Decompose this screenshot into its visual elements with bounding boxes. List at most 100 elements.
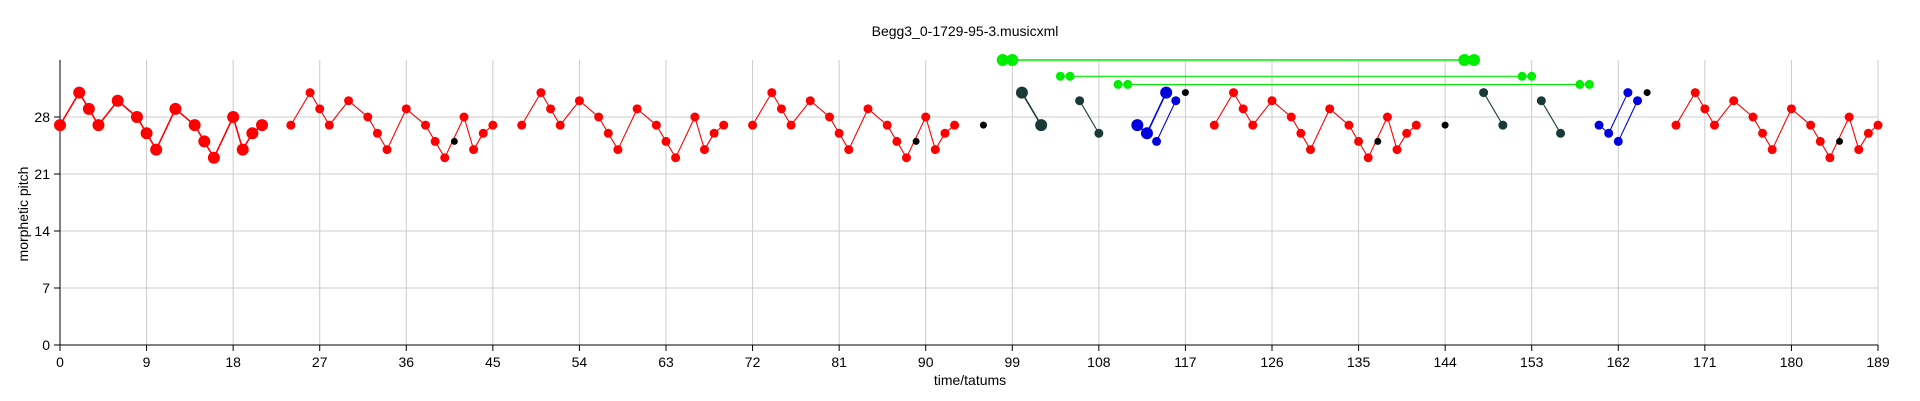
data-point (1633, 96, 1643, 106)
data-point (651, 120, 661, 130)
data-point (1238, 104, 1248, 114)
data-point (1604, 128, 1614, 138)
data-point (401, 104, 411, 114)
data-point (1248, 120, 1258, 130)
data-point (921, 112, 931, 122)
x-tick-label: 63 (658, 354, 674, 370)
data-point (1863, 128, 1873, 138)
data-point (478, 128, 488, 138)
data-point (671, 153, 681, 163)
data-point (1806, 120, 1816, 130)
data-point (767, 88, 777, 98)
y-tick-label: 14 (34, 223, 50, 239)
y-tick-label: 7 (42, 280, 50, 296)
data-point (1374, 137, 1382, 145)
x-tick-label: 117 (1174, 354, 1197, 370)
x-tick: 144 (1433, 345, 1457, 370)
marks (54, 54, 1883, 164)
data-point (1296, 128, 1306, 138)
x-tick-label: 162 (1607, 354, 1631, 370)
data-point (699, 145, 709, 155)
data-point (1458, 54, 1471, 66)
y-tick: 21 (34, 166, 60, 182)
axes: 0 9 18 27 36 45 54 63 72 81 90 99 108 117 126 135 144 153… (34, 60, 1890, 370)
data-point (1613, 136, 1623, 146)
data-point (92, 119, 105, 132)
x-tick-label: 9 (143, 354, 151, 370)
data-point (536, 88, 546, 98)
data-point (882, 120, 892, 130)
data-point (546, 104, 556, 114)
data-point (1479, 88, 1489, 98)
x-tick-label: 45 (485, 354, 501, 370)
data-point (207, 151, 220, 164)
data-point (996, 54, 1009, 66)
x-tick: 162 (1607, 345, 1631, 370)
data-point (372, 128, 382, 138)
y-tick: 0 (42, 337, 60, 353)
x-tick: 0 (56, 345, 64, 370)
x-tick: 153 (1520, 345, 1544, 370)
y-tick-label: 21 (34, 166, 50, 182)
data-point (1594, 120, 1604, 130)
data-point (1758, 128, 1768, 138)
data-point (1209, 120, 1219, 130)
data-point (863, 104, 873, 114)
data-point (1729, 96, 1739, 106)
x-tick: 126 (1260, 345, 1284, 370)
data-point (555, 120, 565, 130)
data-point (1825, 153, 1835, 163)
x-tick: 135 (1347, 345, 1370, 370)
data-point (1584, 79, 1594, 89)
data-point (594, 112, 604, 122)
series-line (1540, 100, 1562, 134)
y-tick: 14 (34, 223, 60, 239)
data-point (1123, 79, 1133, 89)
data-point (198, 135, 211, 148)
y-tick: 28 (34, 109, 60, 125)
data-point (1113, 79, 1123, 89)
x-tick-label: 54 (572, 354, 588, 370)
series-line (1156, 100, 1177, 142)
x-tick: 99 (1004, 345, 1020, 370)
x-axis-label: time/tatums (934, 372, 1006, 388)
data-point (344, 96, 354, 106)
x-tick-label: 108 (1087, 354, 1111, 370)
data-point (1709, 120, 1719, 130)
data-point (188, 119, 201, 132)
x-tick-label: 81 (831, 354, 847, 370)
x-tick: 171 (1693, 345, 1717, 370)
data-point (324, 120, 334, 130)
data-point (1623, 88, 1633, 98)
data-point (1575, 79, 1585, 89)
data-point (1354, 136, 1364, 146)
data-point (844, 145, 854, 155)
data-point (315, 104, 325, 114)
data-point (1140, 127, 1153, 140)
data-point (256, 119, 268, 132)
x-tick-label: 0 (56, 354, 64, 370)
data-point (1131, 119, 1144, 132)
data-point (930, 145, 940, 155)
data-point (709, 128, 719, 138)
x-tick-label: 36 (398, 354, 414, 370)
data-point (1498, 120, 1508, 130)
data-point (169, 102, 182, 115)
x-tick: 36 (398, 345, 414, 370)
x-tick: 117 (1174, 345, 1197, 370)
data-point (363, 112, 373, 122)
data-point (940, 128, 950, 138)
data-point (1363, 153, 1373, 163)
data-point (1671, 120, 1681, 130)
x-tick: 72 (745, 345, 761, 370)
x-tick-label: 126 (1260, 354, 1284, 370)
data-point (1065, 71, 1075, 81)
data-point (1267, 96, 1277, 106)
data-point (1171, 96, 1181, 106)
data-point (901, 153, 911, 163)
data-point (440, 153, 450, 163)
data-point (1844, 112, 1854, 122)
series-line (1598, 92, 1629, 135)
data-point (430, 136, 440, 146)
data-point (1468, 54, 1480, 66)
